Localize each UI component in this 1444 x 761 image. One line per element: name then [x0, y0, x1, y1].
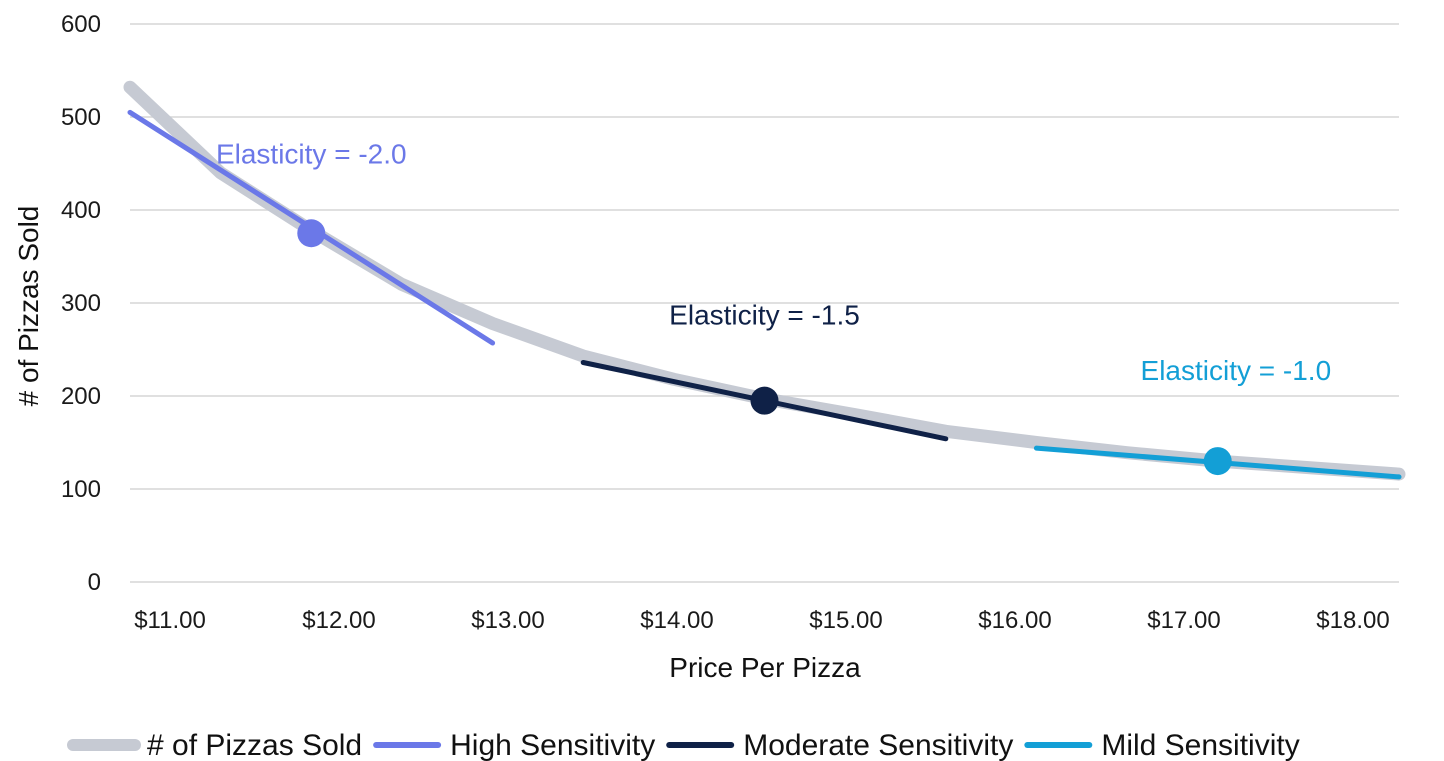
legend-item: Moderate Sensitivity: [666, 729, 1013, 761]
y-axis-title: # of Pizzas Sold: [13, 206, 44, 407]
x-tick-label: $14.00: [640, 607, 713, 634]
x-axis-ticks: $11.00 $12.00 $13.00 $14.00 $15.00 $16.00 $17.…: [134, 607, 1390, 634]
y-axis-ticks: 0 100 200 300 400 500 600: [61, 11, 101, 596]
tangent-point-high-sensitivity: [297, 219, 326, 248]
x-axis-title: Price Per Pizza: [669, 652, 861, 683]
y-tick-label: 0: [88, 569, 101, 596]
x-tick-label: $17.00: [1147, 607, 1220, 634]
x-tick-label: $18.00: [1316, 607, 1389, 634]
x-tick-label: $15.00: [809, 607, 882, 634]
x-tick-label: $16.00: [978, 607, 1051, 634]
elasticity-annotation: Elasticity = -2.0: [216, 139, 407, 170]
y-tick-label: 100: [61, 476, 101, 503]
x-tick-label: $11.00: [134, 607, 206, 634]
elasticity-annotation: Elasticity = -1.5: [669, 299, 860, 330]
legend-label: # of Pizzas Sold: [147, 729, 362, 761]
y-tick-label: 500: [61, 104, 101, 131]
point-layer: [297, 219, 1232, 476]
legend-item: # of Pizzas Sold: [67, 729, 362, 761]
legend-label: Mild Sensitivity: [1101, 729, 1299, 761]
legend-item: Mild Sensitivity: [1024, 729, 1300, 761]
y-tick-label: 300: [61, 290, 101, 317]
legend: # of Pizzas Sold High Sensitivity Moderate…: [67, 729, 1300, 761]
elasticity-annotation: Elasticity = -1.0: [1141, 355, 1332, 386]
y-tick-label: 400: [61, 197, 101, 224]
y-tick-label: 200: [61, 383, 101, 410]
tangent-point-moderate-sensitivity: [750, 386, 779, 415]
legend-item: High Sensitivity: [373, 729, 655, 761]
y-tick-label: 600: [61, 11, 101, 38]
legend-label: Moderate Sensitivity: [743, 729, 1013, 761]
annotation-layer: Elasticity = -2.0 Elasticity = -1.5 Elasti…: [216, 139, 1331, 387]
x-tick-label: $13.00: [471, 607, 544, 634]
x-tick-label: $12.00: [302, 607, 375, 634]
tangent-point-mild-sensitivity: [1203, 447, 1232, 476]
legend-label: High Sensitivity: [450, 729, 655, 761]
